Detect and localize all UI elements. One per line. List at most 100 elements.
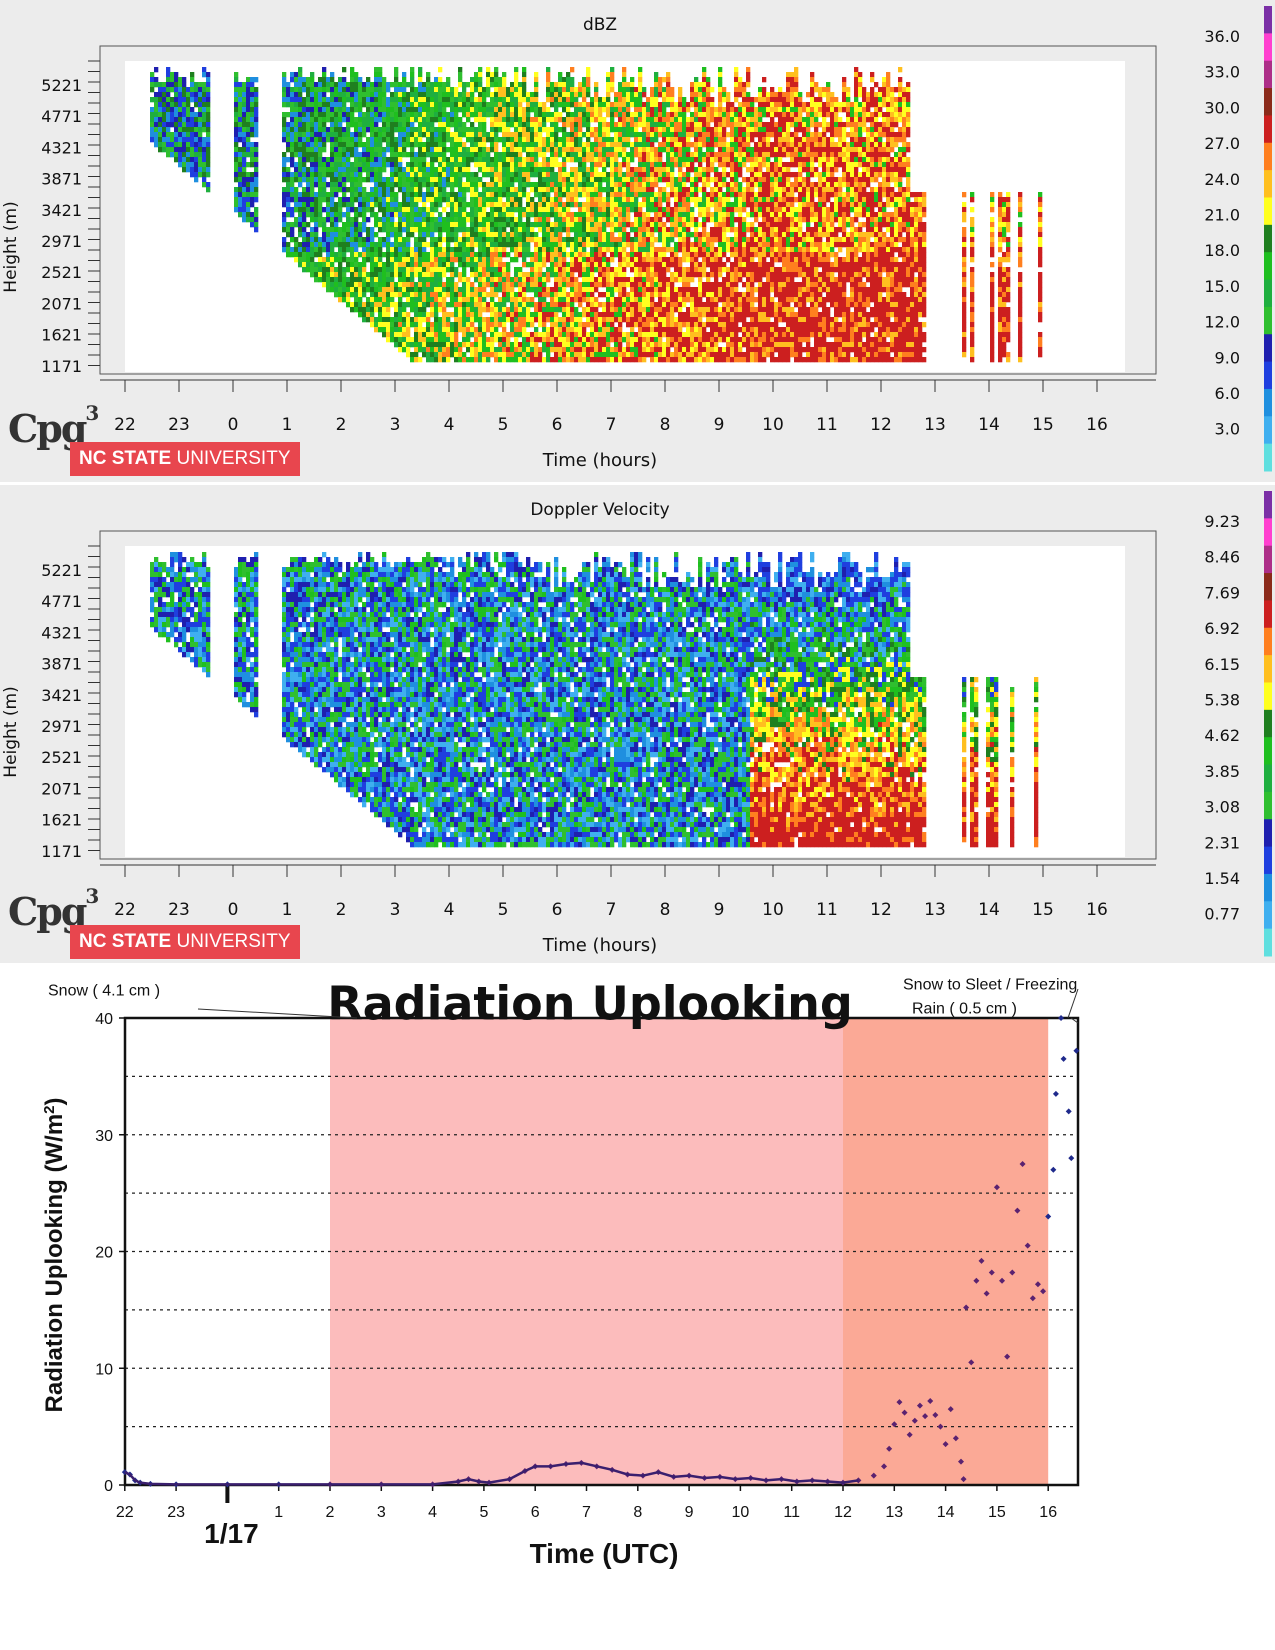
- heatmap-cell: [294, 92, 299, 98]
- heatmap-cell: [342, 162, 347, 168]
- heatmap-cell: [642, 227, 647, 233]
- heatmap-cell: [306, 157, 311, 163]
- heatmap-cell: [514, 157, 519, 163]
- heatmap-cell: [370, 87, 375, 93]
- heatmap-cell: [598, 192, 603, 198]
- heatmap-cell: [370, 287, 375, 293]
- heatmap-cell: [186, 127, 191, 133]
- heatmap-cell: [202, 152, 207, 158]
- heatmap-cell: [374, 247, 379, 253]
- heatmap-cell: [638, 117, 643, 123]
- heatmap-cell: [426, 337, 431, 343]
- heatmap-cell: [618, 282, 623, 288]
- heatmap-cell: [562, 122, 567, 128]
- heatmap-cell: [462, 292, 467, 298]
- heatmap-cell: [150, 127, 155, 133]
- heatmap-cell: [458, 157, 463, 163]
- heatmap-cell: [414, 312, 419, 318]
- heatmap-cell: [630, 182, 635, 188]
- heatmap-cell: [586, 222, 591, 228]
- heatmap-cell: [534, 292, 539, 298]
- heatmap-cell: [526, 322, 531, 328]
- heatmap-cell: [182, 107, 187, 113]
- heatmap-cell: [438, 152, 443, 158]
- heatmap-cell: [422, 332, 427, 338]
- heatmap-cell: [358, 232, 363, 238]
- heatmap-cell: [630, 97, 635, 103]
- heatmap-cell: [338, 157, 343, 163]
- heatmap-cell: [358, 167, 363, 173]
- heatmap-cell: [422, 97, 427, 103]
- heatmap-cell: [302, 142, 307, 148]
- heatmap-cell: [522, 182, 527, 188]
- heatmap-cell: [394, 157, 399, 163]
- heatmap-cell: [550, 132, 555, 138]
- heatmap-cell: [206, 102, 211, 108]
- heatmap-cell: [362, 82, 367, 88]
- heatmap-cell: [618, 192, 623, 198]
- heatmap-cell: [406, 122, 411, 128]
- heatmap-cell: [442, 162, 447, 168]
- colorbar-swatch: [1264, 197, 1272, 226]
- heatmap-cell: [458, 357, 463, 363]
- heatmap-cell: [374, 287, 379, 293]
- heatmap-cell: [362, 147, 367, 153]
- heatmap-cell: [530, 342, 535, 348]
- heatmap-cell: [630, 187, 635, 193]
- heatmap-cell: [282, 117, 287, 123]
- heatmap-cell: [502, 267, 507, 273]
- heatmap-cell: [374, 152, 379, 158]
- heatmap-cell: [598, 282, 603, 288]
- heatmap-cell: [574, 232, 579, 238]
- heatmap-cell: [622, 137, 627, 143]
- heatmap-cell: [542, 172, 547, 178]
- heatmap-cell: [190, 77, 195, 83]
- heatmap-cell: [302, 177, 307, 183]
- heatmap-cell: [174, 157, 179, 163]
- heatmap-cell: [646, 147, 651, 153]
- heatmap-cell: [554, 247, 559, 253]
- heatmap-cell: [510, 232, 515, 238]
- heatmap-cell: [306, 77, 311, 83]
- heatmap-cell: [154, 132, 159, 138]
- heatmap-cell: [446, 292, 451, 298]
- heatmap-cell: [558, 292, 563, 298]
- heatmap-cell: [378, 247, 383, 253]
- heatmap-cell: [642, 317, 647, 323]
- heatmap-cell: [238, 187, 243, 193]
- heatmap-cell: [470, 312, 475, 318]
- heatmap-cell: [558, 147, 563, 153]
- heatmap-cell: [578, 167, 583, 173]
- heatmap-cell: [566, 352, 571, 358]
- heatmap-cell: [446, 252, 451, 258]
- heatmap-cell: [534, 257, 539, 263]
- heatmap-cell: [522, 97, 527, 103]
- heatmap-cell: [570, 102, 575, 108]
- heatmap-cell: [398, 182, 403, 188]
- heatmap-cell: [618, 137, 623, 143]
- heatmap-cell: [238, 87, 243, 93]
- heatmap-cell: [630, 297, 635, 303]
- heatmap-cell: [414, 142, 419, 148]
- heatmap-cell: [330, 82, 335, 88]
- heatmap-cell: [382, 137, 387, 143]
- heatmap-cell: [626, 307, 631, 313]
- heatmap-cell: [566, 217, 571, 223]
- heatmap-cell: [510, 182, 515, 188]
- heatmap-cell: [602, 167, 607, 173]
- heatmap-cell: [486, 162, 491, 168]
- heatmap-cell: [446, 342, 451, 348]
- heatmap-cell: [322, 112, 327, 118]
- heatmap-cell: [554, 292, 559, 298]
- heatmap-cell: [342, 82, 347, 88]
- heatmap-cell: [298, 72, 303, 78]
- heatmap-cell: [474, 207, 479, 213]
- heatmap-cell: [394, 107, 399, 113]
- heatmap-cell: [370, 162, 375, 168]
- heatmap-cell: [198, 132, 203, 138]
- heatmap-cell: [426, 117, 431, 123]
- heatmap-cell: [498, 92, 503, 98]
- heatmap-cell: [574, 237, 579, 243]
- heatmap-cell: [538, 102, 543, 108]
- heatmap-cell: [642, 327, 647, 333]
